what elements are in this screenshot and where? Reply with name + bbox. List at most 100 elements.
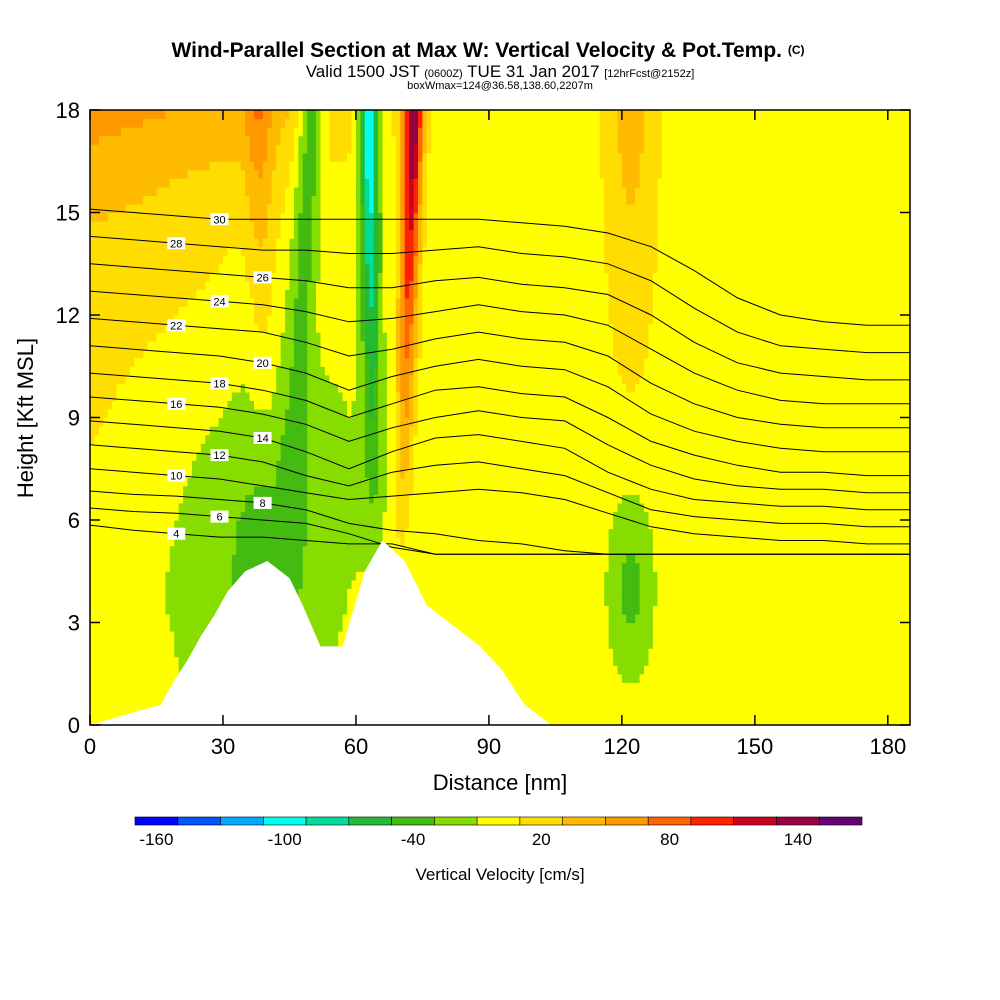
velocity-cell bbox=[214, 537, 220, 547]
velocity-cell bbox=[276, 537, 282, 547]
velocity-cell bbox=[723, 537, 729, 547]
velocity-cell bbox=[648, 537, 654, 547]
velocity-cell bbox=[892, 605, 898, 615]
velocity-cell bbox=[209, 537, 215, 547]
velocity-cell bbox=[865, 682, 871, 692]
velocity-cell bbox=[750, 502, 756, 513]
velocity-cell bbox=[613, 682, 619, 692]
velocity-cell bbox=[657, 579, 663, 589]
velocity-cell bbox=[644, 665, 650, 675]
velocity-cell bbox=[794, 511, 800, 521]
velocity-cell bbox=[515, 596, 521, 607]
velocity-cell bbox=[874, 605, 880, 615]
velocity-cell bbox=[152, 613, 158, 624]
velocity-cell bbox=[768, 613, 774, 624]
velocity-cell bbox=[209, 571, 215, 581]
velocity-cell bbox=[679, 588, 685, 598]
velocity-cell bbox=[302, 554, 308, 564]
velocity-cell bbox=[816, 656, 822, 666]
velocity-cell bbox=[777, 631, 783, 641]
velocity-cell bbox=[821, 596, 827, 607]
velocity-cell bbox=[506, 622, 512, 632]
velocity-cell bbox=[608, 596, 614, 607]
velocity-cell bbox=[285, 494, 291, 504]
velocity-cell bbox=[887, 588, 893, 598]
velocity-cell bbox=[90, 716, 96, 725]
velocity-cell bbox=[307, 588, 313, 598]
velocity-cell bbox=[338, 631, 344, 641]
velocity-cell bbox=[732, 502, 738, 513]
velocity-cell bbox=[559, 665, 565, 675]
velocity-cell bbox=[635, 648, 641, 658]
velocity-cell bbox=[719, 699, 725, 709]
velocity-cell bbox=[524, 571, 530, 581]
velocity-cell bbox=[249, 511, 255, 521]
velocity-cell bbox=[165, 520, 171, 530]
velocity-cell bbox=[812, 631, 818, 641]
velocity-cell bbox=[777, 648, 783, 658]
velocity-cell bbox=[781, 690, 787, 700]
velocity-cell bbox=[675, 682, 681, 692]
velocity-cell bbox=[160, 639, 166, 649]
velocity-cell bbox=[870, 622, 876, 632]
velocity-cell bbox=[878, 554, 884, 564]
velocity-cell bbox=[630, 511, 636, 521]
velocity-cell bbox=[134, 605, 140, 615]
velocity-cell bbox=[515, 605, 521, 615]
velocity-cell bbox=[812, 562, 818, 572]
velocity-cell bbox=[630, 520, 636, 530]
velocity-cell bbox=[107, 673, 113, 683]
velocity-cell bbox=[418, 571, 424, 581]
velocity-cell bbox=[422, 596, 428, 607]
velocity-cell bbox=[896, 639, 902, 649]
velocity-cell bbox=[329, 528, 335, 538]
velocity-cell bbox=[422, 554, 428, 564]
velocity-cell bbox=[772, 511, 778, 521]
velocity-cell bbox=[741, 605, 747, 615]
velocity-cell bbox=[652, 605, 658, 615]
velocity-cell bbox=[887, 622, 893, 632]
velocity-cell bbox=[466, 571, 472, 581]
velocity-cell bbox=[94, 562, 100, 572]
velocity-cell bbox=[657, 648, 663, 658]
velocity-cell bbox=[497, 631, 503, 641]
velocity-cell bbox=[165, 682, 171, 692]
velocity-cell bbox=[338, 639, 344, 649]
velocity-cell bbox=[586, 520, 592, 530]
velocity-cell bbox=[847, 622, 853, 632]
velocity-cell bbox=[781, 622, 787, 632]
velocity-cell bbox=[573, 554, 579, 564]
velocity-cell bbox=[129, 682, 135, 692]
velocity-cell bbox=[107, 690, 113, 700]
velocity-cell bbox=[307, 528, 313, 538]
velocity-cell bbox=[799, 665, 805, 675]
velocity-cell bbox=[298, 502, 304, 513]
velocity-cell bbox=[129, 648, 135, 658]
velocity-cell bbox=[830, 605, 836, 615]
velocity-cell bbox=[524, 656, 530, 666]
velocity-cell bbox=[839, 588, 845, 598]
velocity-cell bbox=[502, 656, 508, 666]
velocity-cell bbox=[843, 494, 849, 504]
velocity-cell bbox=[635, 511, 641, 521]
velocity-cell bbox=[750, 665, 756, 675]
velocity-cell bbox=[847, 554, 853, 564]
velocity-cell bbox=[865, 596, 871, 607]
velocity-cell bbox=[794, 690, 800, 700]
velocity-cell bbox=[599, 699, 605, 709]
velocity-cell bbox=[856, 562, 862, 572]
velocity-cell bbox=[768, 545, 774, 555]
velocity-cell bbox=[679, 562, 685, 572]
velocity-cell bbox=[865, 699, 871, 709]
velocity-cell bbox=[258, 528, 264, 538]
velocity-cell bbox=[772, 699, 778, 709]
velocity-cell bbox=[573, 716, 579, 725]
velocity-cell bbox=[324, 579, 330, 589]
velocity-cell bbox=[160, 545, 166, 555]
velocity-cell bbox=[422, 537, 428, 547]
velocity-cell bbox=[617, 656, 623, 666]
velocity-cell bbox=[582, 545, 588, 555]
velocity-cell bbox=[542, 596, 548, 607]
velocity-cell bbox=[675, 699, 681, 709]
velocity-cell bbox=[249, 562, 255, 572]
